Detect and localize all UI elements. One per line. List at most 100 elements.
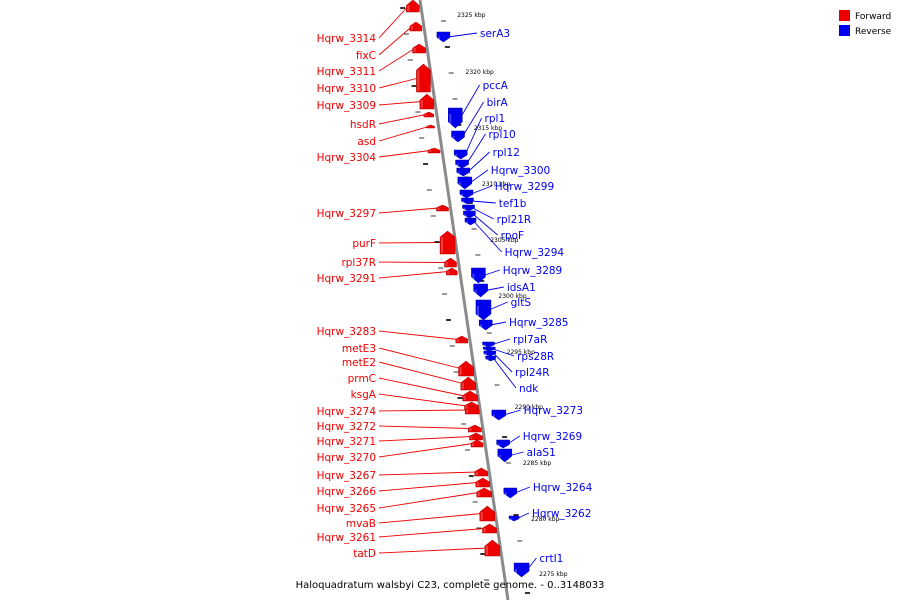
gene-feature-rpl21r[interactable] [462, 204, 475, 212]
gene-label-hqrw-3309[interactable]: Hqrw_3309 [317, 100, 376, 112]
gene-feature-hqrw-3265[interactable] [476, 487, 492, 498]
gene-label-hsdr[interactable]: hsdR [350, 119, 376, 131]
gene-label-tatd[interactable]: tatD [353, 548, 376, 560]
gene-label-bira[interactable]: birA [487, 97, 509, 109]
gene-label-hqrw-3269[interactable]: Hqrw_3269 [523, 431, 582, 443]
gene-label-tef1b[interactable]: tef1b [499, 198, 527, 210]
gene-label-purf[interactable]: purF [352, 238, 376, 250]
gene-label-hqrw-3264[interactable]: Hqrw_3264 [533, 482, 593, 494]
gene-label-ndk[interactable]: ndk [519, 383, 539, 395]
gene-feature-hqrw-3266[interactable] [475, 477, 491, 488]
gene-feature-mete3[interactable] [458, 360, 474, 377]
gene-label-hqrw-3266[interactable]: Hqrw_3266 [317, 486, 377, 498]
gene-feature-purf[interactable] [439, 230, 456, 255]
gene-label-hqrw-3273[interactable]: Hqrw_3273 [524, 405, 583, 417]
gene-feature-rps28r[interactable] [482, 346, 496, 352]
gene-label-prmc[interactable]: prmC [348, 373, 376, 385]
gene-label-hqrw-3272[interactable]: Hqrw_3272 [317, 421, 376, 433]
gene-label-hqrw-3274[interactable]: Hqrw_3274 [317, 406, 377, 418]
gene-label-hqrw-3262[interactable]: Hqrw_3262 [532, 508, 591, 520]
gene-feature-rpof[interactable] [463, 210, 476, 219]
gene-label-hqrw-3270[interactable]: Hqrw_3270 [317, 452, 376, 464]
gene-feature-hqrw-3264[interactable] [503, 487, 518, 499]
gene-label-asd[interactable]: asd [357, 136, 376, 148]
gene-feature-rpl7ar[interactable] [482, 341, 495, 348]
gene-label-mete2[interactable]: metE2 [342, 357, 376, 369]
gene-feature-hqrw-3274[interactable] [464, 405, 480, 415]
gene-label-glts[interactable]: gltS [511, 297, 532, 309]
gene-label-hqrw-3314[interactable]: Hqrw_3314 [317, 33, 377, 45]
gene-feature-hqrw-3309[interactable] [419, 93, 435, 110]
gene-label-rpl1[interactable]: rpl1 [485, 113, 506, 125]
gene-feature-hqrw-3285[interactable] [478, 319, 493, 331]
gene-label-mvab[interactable]: mvaB [346, 518, 376, 530]
gene-feature-bira[interactable] [451, 130, 465, 143]
gene-label-rpl24r[interactable]: rpl24R [515, 367, 550, 379]
gene-feature-hqrw-3272[interactable] [468, 424, 482, 433]
gene-feature-prmc[interactable] [462, 390, 478, 402]
gene-feature-ndk[interactable] [485, 355, 496, 362]
gene-label-hqrw-3310[interactable]: Hqrw_3310 [317, 83, 376, 95]
gene-feature-rpl10[interactable] [455, 159, 469, 169]
gene-feature-asd[interactable] [426, 124, 435, 129]
gene-label-hqrw-3291[interactable]: Hqrw_3291 [317, 273, 376, 285]
gene-label-hqrw-3261[interactable]: Hqrw_3261 [317, 532, 376, 544]
gene-feature-hqrw-3314[interactable] [406, 0, 420, 13]
gene-feature-mvab[interactable] [479, 505, 496, 522]
gene-feature-hqrw-3283[interactable] [455, 335, 469, 344]
gene-label-hqrw-3283[interactable]: Hqrw_3283 [317, 326, 376, 338]
gene-feature-pcca[interactable] [448, 107, 463, 129]
gene-feature-crti1[interactable] [513, 562, 530, 578]
gene-label-hqrw-3304[interactable]: Hqrw_3304 [317, 152, 377, 164]
gene-feature-sera3[interactable] [436, 31, 451, 43]
gene-feature-glts[interactable] [475, 299, 492, 321]
gene-feature-hqrw-3291[interactable] [446, 267, 458, 276]
gene-label-rpof[interactable]: rpoF [501, 230, 524, 242]
gene-label-fixc[interactable]: fixC [356, 50, 376, 62]
gene-label-hqrw-3299[interactable]: Hqrw_3299 [495, 181, 554, 193]
gene-feature-hqrw-3299[interactable] [459, 189, 474, 199]
gene-feature-hsdr[interactable] [423, 111, 435, 118]
gene-label-rps28r[interactable]: rps28R [517, 351, 554, 363]
gene-label-pcca[interactable]: pccA [483, 80, 509, 92]
gene-label-hqrw-3271[interactable]: Hqrw_3271 [317, 436, 376, 448]
gene-labels[interactable]: Hqrw_3314 fixC Hqrw_3311 Hqrw_3310 Hqrw_3309… [317, 28, 593, 565]
gene-feature-tatd[interactable] [484, 539, 501, 557]
gene-label-rpl10[interactable]: rpl10 [488, 129, 515, 141]
gene-feature-hqrw-3261[interactable] [482, 523, 497, 534]
gene-label-sera3[interactable]: serA3 [480, 28, 510, 40]
gene-feature-hqrw-3271[interactable] [469, 432, 483, 441]
gene-label-idsa1[interactable]: idsA1 [507, 282, 536, 294]
gene-feature-hqrw-3300[interactable] [457, 176, 473, 190]
gene-label-hqrw-3300[interactable]: Hqrw_3300 [491, 165, 550, 177]
gene-label-mete3[interactable]: metE3 [342, 343, 376, 355]
gene-feature-hqrw-3262[interactable] [508, 515, 520, 522]
gene-feature-rpl37r[interactable] [444, 257, 457, 268]
gene-feature-hqrw-3294[interactable] [464, 217, 477, 226]
gene-label-rpl7ar[interactable]: rpl7aR [513, 334, 547, 346]
gene-label-hqrw-3289[interactable]: Hqrw_3289 [503, 265, 562, 277]
gene-label-hqrw-3294[interactable]: Hqrw_3294 [505, 247, 565, 259]
gene-feature-rpl1[interactable] [453, 149, 468, 160]
gene-feature-hqrw-3311[interactable] [412, 43, 426, 54]
gene-feature-idsa1[interactable] [473, 283, 488, 298]
gene-label-rpl37r[interactable]: rpl37R [341, 257, 376, 269]
gene-feature-hqrw-3310[interactable] [416, 63, 431, 93]
gene-label-hqrw-3311[interactable]: Hqrw_3311 [317, 66, 376, 78]
gene-feature-hqrw-3297[interactable] [436, 204, 449, 212]
gene-label-alas1[interactable]: alaS1 [527, 447, 556, 459]
gene-label-hqrw-3267[interactable]: Hqrw_3267 [317, 470, 376, 482]
gene-feature-hqrw-3270[interactable] [470, 439, 484, 448]
gene-feature-mete2[interactable] [460, 376, 476, 391]
gene-label-hqrw-3285[interactable]: Hqrw_3285 [509, 317, 568, 329]
gene-feature-hqrw-3267[interactable] [474, 467, 488, 477]
gene-feature-rpl24r[interactable] [483, 350, 497, 357]
gene-feature-hqrw-3269[interactable] [496, 439, 510, 449]
gene-feature-rpl12[interactable] [456, 167, 470, 177]
gene-features[interactable] [406, 0, 530, 578]
gene-label-ksga[interactable]: ksgA [351, 389, 377, 401]
gene-label-hqrw-3265[interactable]: Hqrw_3265 [317, 503, 376, 515]
gene-label-crti1[interactable]: crtI1 [539, 553, 563, 565]
gene-feature-alas1[interactable] [497, 448, 513, 463]
gene-feature-tef1b[interactable] [461, 197, 474, 205]
